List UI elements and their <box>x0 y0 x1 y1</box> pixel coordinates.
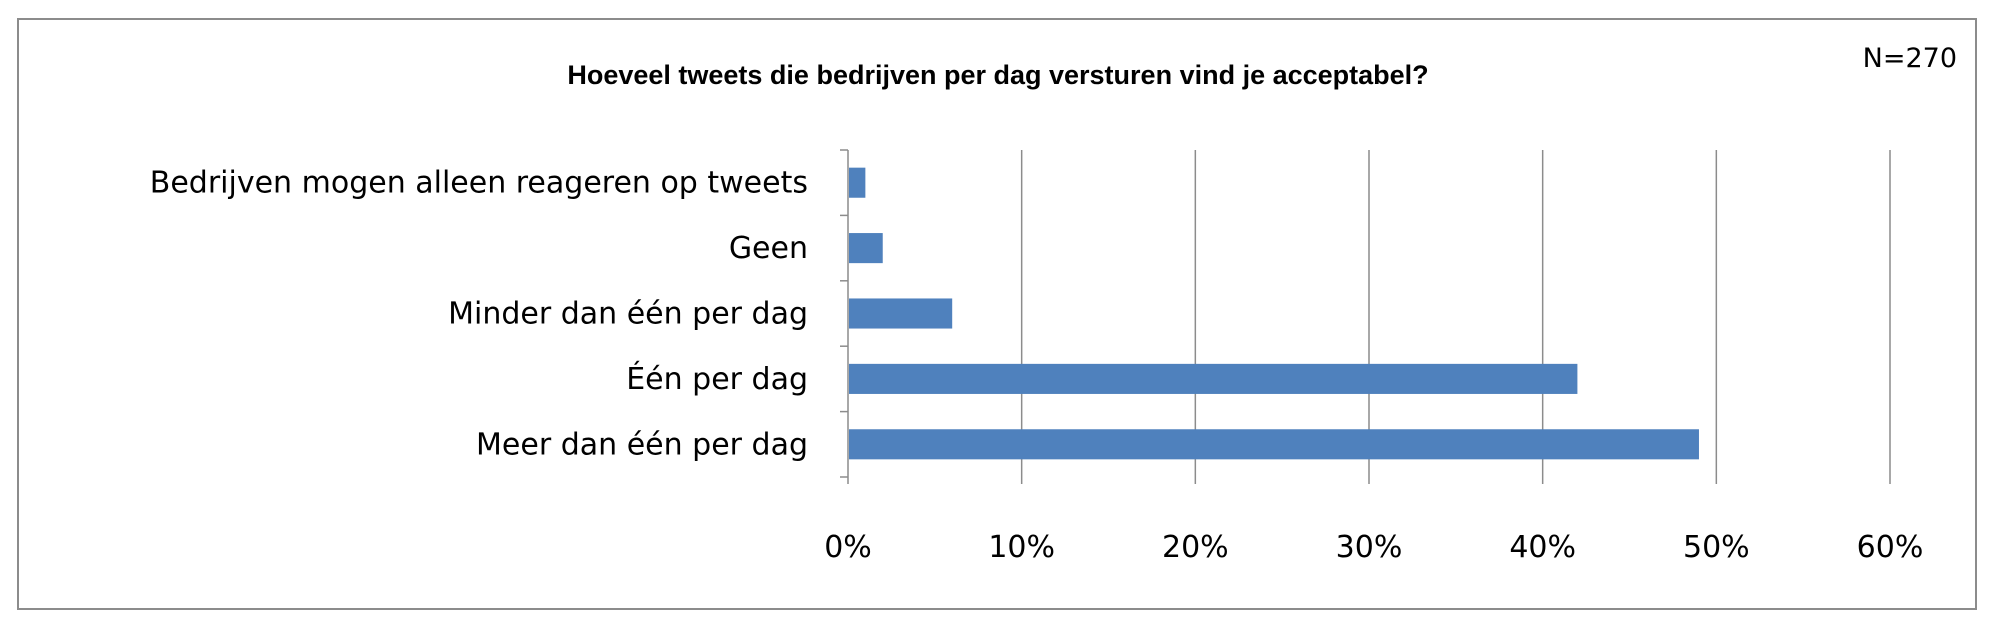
category-label: Één per dag <box>626 361 808 397</box>
x-tick-label: 10% <box>988 530 1055 565</box>
bar <box>849 363 1578 394</box>
category-label: Meer dan één per dag <box>476 427 808 462</box>
category-label: Minder dan één per dag <box>448 297 808 332</box>
chart-title: Hoeveel tweets die bedrijven per dag ver… <box>567 60 1428 90</box>
x-tick-label: 20% <box>1162 530 1229 565</box>
x-tick-label: 50% <box>1683 530 1750 565</box>
x-axis-ticks: 0% 10% 20% 30% 40% 50% 60% <box>824 530 1923 565</box>
x-tick-label: 0% <box>824 530 872 565</box>
bar <box>849 298 953 329</box>
bars <box>849 167 1699 460</box>
x-tick-label: 40% <box>1509 530 1576 565</box>
bar <box>849 167 866 198</box>
category-label: Geen <box>729 231 808 266</box>
category-labels: Bedrijven mogen alleen reageren op tweet… <box>150 166 808 463</box>
gridlines <box>840 149 1891 484</box>
x-tick-label: 60% <box>1857 530 1924 565</box>
bar <box>849 429 1699 460</box>
x-tick-label: 30% <box>1336 530 1403 565</box>
sample-size-note: N=270 <box>1863 43 1957 74</box>
bar <box>849 233 883 264</box>
chart-frame <box>17 18 1977 610</box>
category-label: Bedrijven mogen alleen reageren op tweet… <box>150 166 808 201</box>
